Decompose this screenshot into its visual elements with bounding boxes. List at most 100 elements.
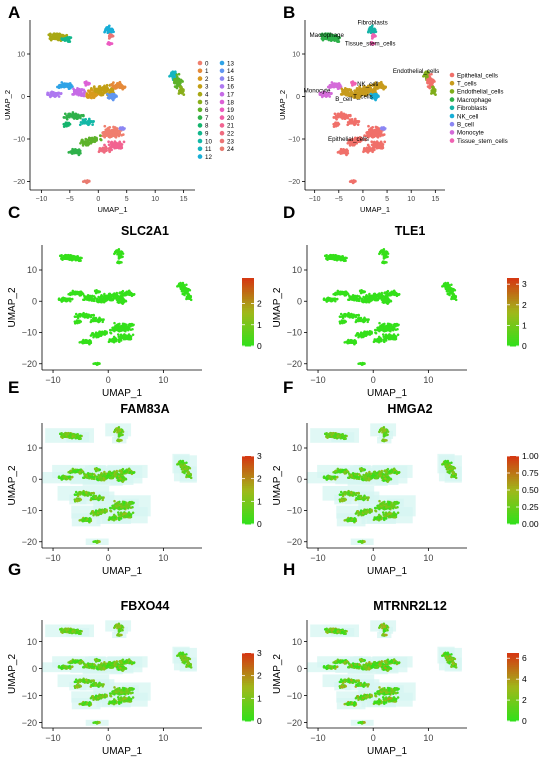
legend-label: 19 — [227, 107, 234, 114]
legend-swatch — [219, 68, 225, 74]
legend-swatch — [197, 123, 203, 128]
legend-swatch — [219, 130, 225, 136]
point — [71, 113, 75, 117]
point — [355, 318, 358, 322]
legend-label: B_cell — [457, 122, 474, 129]
legend-swatch — [449, 80, 455, 86]
point — [123, 127, 126, 130]
y-tick-label: −10 — [22, 328, 37, 338]
point — [346, 123, 350, 127]
point — [428, 86, 432, 90]
point — [113, 338, 117, 341]
point — [94, 335, 98, 338]
point — [370, 88, 373, 91]
point — [83, 81, 87, 84]
y-tick-label: 10 — [17, 51, 25, 58]
point — [98, 90, 102, 93]
x-tick-label: 5 — [125, 196, 129, 203]
point — [431, 88, 435, 92]
point — [78, 88, 82, 92]
point — [82, 313, 85, 317]
point — [61, 84, 65, 87]
point — [122, 140, 126, 144]
point — [102, 318, 105, 322]
point — [87, 313, 91, 317]
legend-label: 5 — [205, 99, 209, 106]
legend-label: Monocyte — [457, 130, 484, 137]
point — [64, 37, 68, 41]
point — [123, 292, 126, 296]
point — [185, 297, 188, 301]
point — [78, 123, 82, 127]
point — [90, 96, 93, 100]
x-tick-label: 10 — [151, 196, 159, 203]
x-tick-label: −5 — [335, 196, 343, 203]
legend-swatch — [219, 84, 225, 89]
point — [87, 117, 91, 121]
point — [446, 287, 449, 291]
point — [371, 148, 374, 151]
legend-swatch — [197, 115, 203, 120]
point — [364, 297, 368, 301]
cluster-annotation: Tissue_stem_cells — [345, 41, 396, 48]
point — [108, 296, 112, 299]
point — [79, 116, 82, 120]
panel-letter: A — [8, 3, 20, 22]
panel-letter: D — [283, 203, 295, 222]
point — [357, 120, 360, 124]
legend-swatch — [197, 60, 203, 66]
point — [81, 138, 84, 142]
y-tick-label: 0 — [296, 94, 300, 101]
point — [177, 92, 181, 95]
point — [361, 290, 364, 294]
data-points — [46, 24, 186, 185]
point — [60, 253, 63, 257]
point — [91, 123, 94, 126]
y-tick-label: 0 — [32, 296, 37, 306]
point — [183, 293, 186, 297]
point — [90, 86, 93, 90]
point — [448, 293, 451, 297]
legend-swatch — [197, 84, 203, 89]
y-tick-label: −20 — [13, 179, 25, 186]
point — [47, 93, 51, 97]
point — [340, 151, 343, 155]
point — [343, 117, 347, 121]
point — [103, 30, 106, 34]
legend-swatch — [219, 146, 225, 152]
point — [368, 292, 371, 296]
point — [367, 147, 371, 150]
legend: Epithelial_cellsT_cellsEndothelial_cells… — [449, 72, 508, 145]
data-points — [322, 248, 458, 367]
point — [115, 145, 119, 148]
point — [325, 253, 328, 257]
point — [60, 37, 64, 40]
point — [112, 142, 116, 146]
point — [119, 142, 122, 146]
point — [375, 127, 379, 131]
point — [380, 85, 384, 89]
point — [67, 112, 70, 116]
x-tick-label: −10 — [45, 375, 60, 385]
legend-swatch — [197, 107, 203, 113]
point — [122, 323, 126, 327]
point — [373, 296, 377, 299]
point — [84, 142, 88, 146]
point — [116, 326, 119, 329]
point — [68, 35, 71, 39]
point — [56, 91, 60, 95]
legend-swatch — [197, 130, 203, 136]
point — [70, 297, 74, 301]
point — [110, 142, 114, 146]
point — [375, 294, 379, 297]
legend-label: 23 — [227, 138, 234, 145]
legend-swatch — [449, 72, 455, 78]
point — [382, 261, 385, 264]
point — [117, 261, 120, 264]
point — [357, 318, 360, 321]
point — [83, 297, 87, 301]
legend-label: Tissue_stem_cells — [457, 138, 508, 145]
legend-label: 9 — [205, 131, 209, 138]
x-tick-label: 5 — [385, 196, 389, 203]
